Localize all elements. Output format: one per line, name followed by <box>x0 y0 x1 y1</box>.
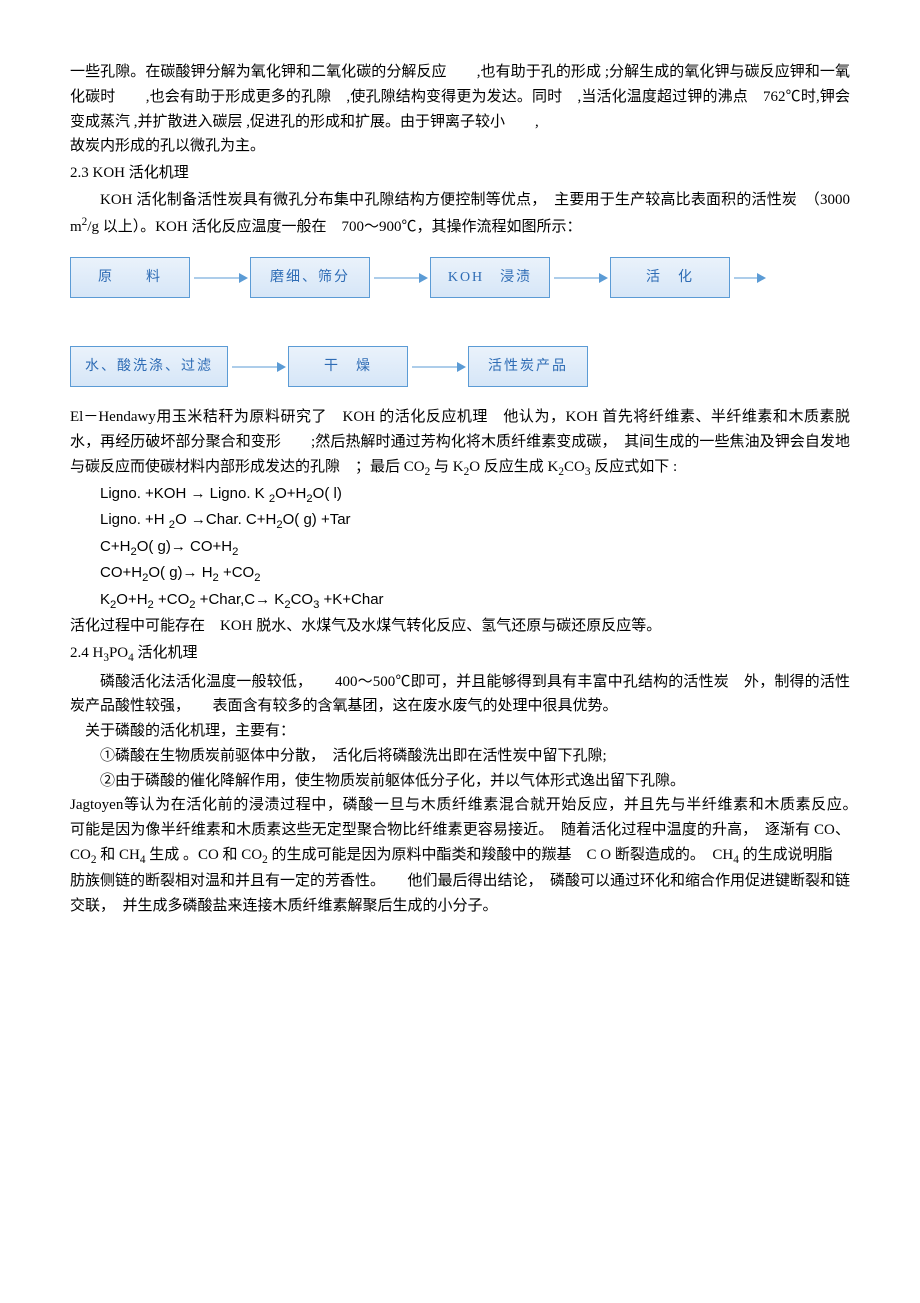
text-span: PO <box>109 645 128 661</box>
text-span: O( g) +Tar <box>283 511 351 528</box>
arrow-icon <box>730 268 768 288</box>
section-2-4-para-2: 关于磷酸的活化机理，主要有： <box>70 719 850 744</box>
text-span: /g 以上）。KOH 活化反应温度一般在 700～900℃，其操作流程如图所示： <box>87 219 581 235</box>
section-2-4-para-3: Jagtoyen等认为在活化前的浸渍过程中，磷酸一旦与木质纤维素混合就开始反应，… <box>70 793 850 869</box>
equation-4: CO+H2O( g)→ H2 +CO2 <box>100 561 850 588</box>
section-2-3-para-3: 活化过程中可能存在 KOH 脱水、水煤气及水煤气转化反应、氢气还原与碳还原反应等… <box>70 614 850 639</box>
flow-box-product: 活性炭产品 <box>468 346 588 387</box>
list-item-1: ①磷酸在生物质炭前驱体中分散， 活化后将磷酸洗出即在活性炭中留下孔隙; <box>70 744 850 769</box>
text-span: 反应式如下 : <box>590 459 677 475</box>
text-span: +CO <box>219 564 254 581</box>
text-span: +Char,C→ K <box>196 591 285 608</box>
text-span: CO+H <box>100 564 142 581</box>
equation-5: K2O+H2 +CO2 +Char,C→ K2CO3 +K+Char <box>100 588 850 615</box>
section-2-3-para-1: KOH 活化制备活性炭具有微孔分布集中孔隙结构方便控制等优点， 主要用于生产较高… <box>70 188 850 240</box>
text-span: O+H <box>116 591 147 608</box>
text-span: 的生成说明脂 <box>739 847 833 863</box>
text-span: +K+Char <box>319 591 383 608</box>
flow-box-raw-material: 原 料 <box>70 257 190 298</box>
text-span: Ligno. +H <box>100 511 169 528</box>
text-span: +CO <box>154 591 189 608</box>
equation-1: Ligno. +KOH → Ligno. K 2O+H2O( l) <box>100 482 850 509</box>
text-span: O →Char. C+H <box>175 511 276 528</box>
arrow-icon <box>228 357 288 377</box>
intro-para-2: 故炭内形成的孔以微孔为主。 <box>70 134 850 159</box>
text-span: Ligno. +KOH → Ligno. K <box>100 485 269 502</box>
arrow-icon <box>408 357 468 377</box>
list-item-2: ②由于磷酸的催化降解作用，使生物质炭前躯体低分子化，并以气体形式逸出留下孔隙。 <box>70 769 850 794</box>
flowchart-row-1: 原 料 磨细、筛分 KOH 浸渍 活 化 <box>70 257 850 298</box>
text-span: 活化机理 <box>134 645 198 661</box>
text-span: C+H <box>100 538 130 555</box>
text-span: 的生成可能是因为原料中酯类和羧酸中的羰基 C O 断裂造成的。 CH <box>268 847 733 863</box>
text-span: 生成 。CO 和 CO <box>145 847 262 863</box>
equation-2: Ligno. +H 2O →Char. C+H2O( g) +Tar <box>100 508 850 535</box>
flow-box-wash-filter: 水、酸洗涤、过滤 <box>70 346 228 387</box>
flow-box-grind-sieve: 磨细、筛分 <box>250 257 370 298</box>
arrow-icon <box>190 268 250 288</box>
flow-box-koh-impregnate: KOH 浸渍 <box>430 257 550 298</box>
text-span: CO <box>564 459 585 475</box>
text-span: O( g)→ H <box>148 564 212 581</box>
text-span: 与 K <box>430 459 463 475</box>
section-2-4-para-1: 磷酸活化法活化温度一般较低， 400～500℃即可，并且能够得到具有丰富中孔结构… <box>70 670 850 720</box>
text-span: O 反应生成 K <box>469 459 558 475</box>
subscript: 2 <box>254 572 260 584</box>
section-2-4-title: 2.4 H3PO4 活化机理 <box>70 641 850 668</box>
text-span: K <box>100 591 110 608</box>
arrow-icon <box>550 268 610 288</box>
section-2-3-title: 2.3 KOH 活化机理 <box>70 161 850 186</box>
intro-para-1: 一些孔隙。在碳酸钾分解为氧化钾和二氧化碳的分解反应 ,也有助于孔的形成 ;分解生… <box>70 60 850 134</box>
flow-box-dry: 干 燥 <box>288 346 408 387</box>
equation-3: C+H2O( g)→ CO+H2 <box>100 535 850 562</box>
text-span: CO <box>291 591 314 608</box>
text-span: O( l) <box>313 485 342 502</box>
section-2-4-para-4: 肪族侧链的断裂相对温和并且有一定的芳香性。 他们最后得出结论， 磷酸可以通过环化… <box>70 869 850 919</box>
text-span: 和 CH <box>96 847 139 863</box>
flow-box-activate: 活 化 <box>610 257 730 298</box>
flowchart-row-2: 水、酸洗涤、过滤 干 燥 活性炭产品 <box>70 346 850 387</box>
text-span: 2.4 H <box>70 645 103 661</box>
arrow-icon <box>370 268 430 288</box>
section-2-3-para-2: El－Hendawy用玉米秸秆为原料研究了 KOH 的活化反应机理 他认为，KO… <box>70 405 850 481</box>
text-span: O( g)→ CO+H <box>137 538 232 555</box>
text-span: O+H <box>275 485 306 502</box>
subscript: 2 <box>232 546 238 558</box>
